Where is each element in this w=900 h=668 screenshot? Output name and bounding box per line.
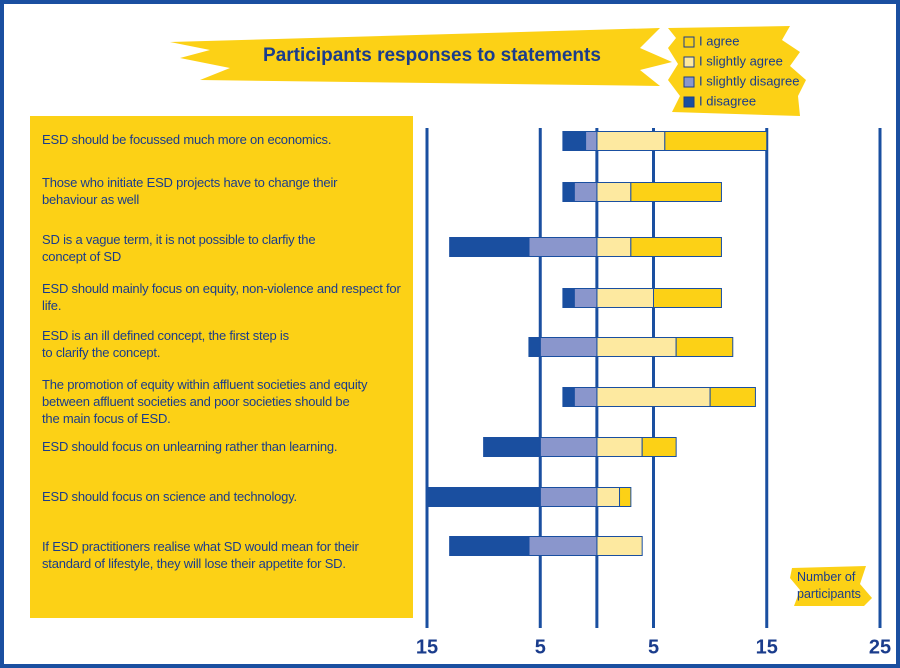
bar — [449, 237, 530, 257]
statement: SD is a vague term, it is not possible t… — [42, 232, 316, 264]
legend-swoosh — [668, 26, 806, 116]
legend-swatch — [683, 36, 695, 48]
bar — [562, 131, 587, 151]
statement-box — [30, 116, 413, 618]
bar — [539, 337, 598, 357]
statement: ESD should focus on science and technolo… — [42, 489, 297, 504]
bar — [709, 387, 756, 407]
title-swoosh — [170, 28, 672, 86]
x-tick-label: 25 — [869, 636, 891, 658]
legend-label: I agree — [699, 33, 739, 48]
bar — [630, 237, 722, 257]
bar — [562, 387, 575, 407]
legend-label: I slightly disagree — [699, 73, 799, 88]
bar — [675, 337, 734, 357]
bar — [562, 288, 575, 308]
legend-label: I slightly agree — [699, 53, 783, 68]
statement: ESD should be focussed much more on econ… — [42, 132, 332, 147]
bar — [596, 237, 632, 257]
bar — [528, 337, 541, 357]
bar — [630, 182, 722, 202]
chart-title: Participants responses to statements — [263, 45, 601, 66]
bar — [641, 437, 677, 457]
bar — [596, 182, 632, 202]
bar — [596, 536, 643, 556]
legend-label: I disagree — [699, 93, 756, 108]
x-tick-label: 15 — [416, 636, 438, 658]
legend-swatch — [683, 56, 695, 68]
statement: ESD is an ill defined concept, the first… — [42, 328, 289, 360]
bar — [653, 288, 722, 308]
bar — [664, 131, 768, 151]
bar — [449, 536, 530, 556]
bar — [528, 536, 598, 556]
bar — [596, 288, 654, 308]
bar — [528, 237, 598, 257]
bar — [585, 131, 598, 151]
annotation-swoosh — [790, 566, 872, 606]
x-tick-label: 5 — [648, 636, 659, 658]
bar — [596, 337, 677, 357]
statement: The promotion of equity within affluent … — [42, 377, 368, 426]
bar — [426, 487, 541, 507]
x-tick-label: 15 — [756, 636, 778, 658]
bar — [596, 131, 666, 151]
bar — [596, 437, 643, 457]
statement: If ESD practitioners realise what SD wou… — [42, 539, 359, 571]
x-tick-label: 5 — [535, 636, 546, 658]
bar — [483, 437, 541, 457]
legend-swatch — [683, 76, 695, 88]
statement: ESD should focus on unlearning rather th… — [42, 439, 338, 454]
statement: Those who initiate ESD projects have to … — [42, 175, 338, 207]
bar — [619, 487, 632, 507]
bar — [539, 437, 598, 457]
annotation: Number of participants — [797, 570, 861, 601]
bar — [573, 182, 598, 202]
bar — [539, 487, 598, 507]
bar — [562, 182, 575, 202]
statement: ESD should mainly focus on equity, non-v… — [42, 281, 401, 313]
legend-swatch — [683, 96, 695, 108]
bar — [573, 288, 598, 308]
bar — [596, 387, 711, 407]
bar — [573, 387, 598, 407]
bar — [596, 487, 621, 507]
